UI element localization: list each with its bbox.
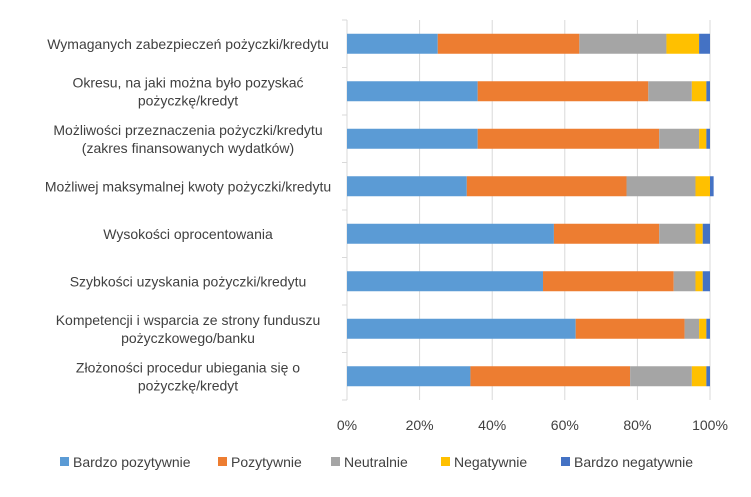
bar-segment <box>347 223 554 244</box>
category-label: Możliwości przeznaczenia pożyczki/kredyt… <box>53 122 322 138</box>
bar-segment <box>691 366 707 387</box>
legend-label: Bardzo negatywnie <box>574 454 693 470</box>
legend-swatch <box>561 457 570 466</box>
bar-segment <box>347 176 467 197</box>
bar-segment <box>695 271 703 292</box>
category-label: (zakres finansowanych wydatków) <box>82 140 294 156</box>
bar-segment <box>477 128 660 149</box>
x-tick-label: 40% <box>478 417 506 433</box>
bar-segment <box>706 81 710 102</box>
legend-label: Negatywnie <box>454 454 527 470</box>
category-label: pożyczkowego/banku <box>121 330 255 346</box>
legend-swatch <box>218 457 227 466</box>
x-tick-label: 100% <box>692 417 728 433</box>
category-label: pożyczkę/kredyt <box>138 377 238 393</box>
legend-swatch <box>60 457 69 466</box>
legend-label: Neutralnie <box>344 454 408 470</box>
bar-segment <box>553 223 660 244</box>
bar-segment <box>702 223 710 244</box>
bar-segment <box>695 223 703 244</box>
category-label: pożyczkę/kredyt <box>138 92 238 108</box>
bar-segment <box>543 271 674 292</box>
bar-segment <box>347 271 544 292</box>
bar-segment <box>706 128 710 149</box>
bar-segment <box>699 128 707 149</box>
category-label: Możliwej maksymalnej kwoty pożyczki/kred… <box>45 178 331 194</box>
category-label: Złożoności procedur ubiegania się o <box>76 359 300 375</box>
legend-label: Pozytywnie <box>231 454 302 470</box>
bar-segment <box>579 33 667 54</box>
bar-segment <box>673 271 696 292</box>
bar-segment <box>695 176 710 197</box>
bar-segment <box>659 223 696 244</box>
bar-segment <box>659 128 700 149</box>
bar-segment <box>347 318 576 339</box>
bar-segment <box>666 33 700 54</box>
bar-segment <box>575 318 685 339</box>
bar-segment <box>706 318 710 339</box>
category-label: Wysokości oprocentowania <box>103 226 273 242</box>
category-label: Okresu, na jaki można było pozyskać <box>72 74 303 90</box>
x-tick-label: 60% <box>551 417 579 433</box>
bar-segment <box>702 271 710 292</box>
bar-segment <box>470 366 631 387</box>
bar-segment <box>477 81 649 102</box>
bar-segment <box>347 33 438 54</box>
bar-segment <box>699 33 710 54</box>
x-tick-label: 80% <box>623 417 651 433</box>
category-label: Kompetencji i wsparcia ze strony fundusz… <box>56 312 321 328</box>
bar-segment <box>706 366 710 387</box>
bar-segment <box>466 176 627 197</box>
bar-segment <box>347 128 478 149</box>
category-label: Wymaganych zabezpieczeń pożyczki/kredytu <box>47 36 329 52</box>
legend-swatch <box>441 457 450 466</box>
legend-swatch <box>331 457 340 466</box>
bar-segment <box>684 318 700 339</box>
category-label: Szybkości uzyskania pożyczki/kredytu <box>70 273 307 289</box>
x-tick-label: 20% <box>406 417 434 433</box>
x-tick-label: 0% <box>337 417 357 433</box>
bar-segment <box>347 366 471 387</box>
bar-segment <box>626 176 696 197</box>
bar-segment <box>710 176 714 197</box>
bar-segment <box>699 318 707 339</box>
legend-label: Bardzo pozytywnie <box>73 454 191 470</box>
bar-segment <box>691 81 707 102</box>
bar-segment <box>347 81 478 102</box>
bar-segment <box>648 81 692 102</box>
bar-segment <box>630 366 692 387</box>
bar-segment <box>437 33 580 54</box>
